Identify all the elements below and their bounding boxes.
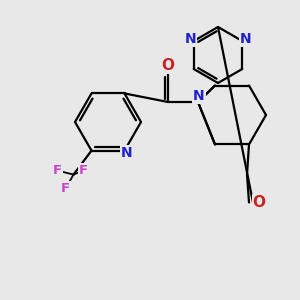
- Text: F: F: [53, 164, 62, 177]
- Text: N: N: [185, 32, 197, 46]
- Text: O: O: [161, 58, 175, 74]
- Text: N: N: [193, 89, 205, 103]
- Text: N: N: [239, 32, 251, 46]
- Text: N: N: [121, 146, 132, 160]
- Text: F: F: [79, 164, 88, 177]
- Text: O: O: [253, 195, 266, 210]
- Text: F: F: [61, 182, 70, 195]
